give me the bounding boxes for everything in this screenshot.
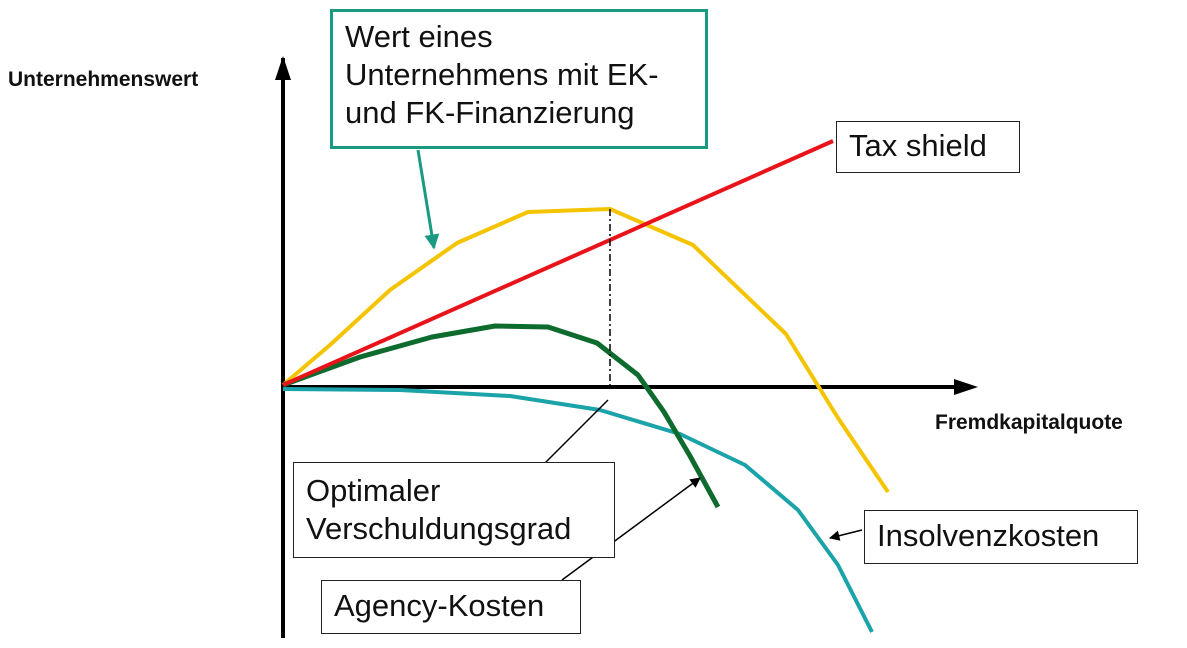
- firm-value-callout-line-3: und FK-Finanzierung: [345, 95, 635, 130]
- insolvency-costs-pointer: [828, 529, 863, 541]
- agency-costs-callout: Agency-Kosten: [321, 580, 581, 634]
- optimal-leverage-callout: Optimaler Verschuldungsgrad: [293, 462, 615, 558]
- firm-value-callout-line-2: Unternehmens mit EK-: [345, 57, 659, 92]
- tax-shield-line: [282, 139, 834, 387]
- agency-costs-pointer: [561, 477, 701, 581]
- firm-value-curve: [281, 207, 890, 494]
- firm-value-callout-pointer: [416, 149, 440, 250]
- y-axis-label: Unternehmenswert: [8, 68, 199, 91]
- y-axis-arrowhead: [275, 56, 291, 80]
- optimal-leverage-callout-line-2: Verschuldungsgrad: [306, 511, 572, 546]
- tax-shield-callout: Tax shield: [836, 121, 1020, 173]
- x-axis-label: Fremdkapitalquote: [935, 411, 1123, 434]
- insolvency-costs-callout: Insolvenzkosten: [864, 510, 1138, 564]
- firm-value-callout: Wert eines Unternehmens mit EK- und FK-F…: [330, 9, 708, 149]
- insolvency-costs-curve: [282, 387, 874, 633]
- firm-value-callout-line-1: Wert eines: [345, 19, 493, 54]
- x-axis-arrowhead: [954, 379, 978, 395]
- agency-costs-curve: [282, 323, 721, 509]
- optimal-leverage-callout-line-1: Optimaler: [306, 473, 441, 508]
- optimal-leverage-pointer: [544, 399, 609, 464]
- insolvency-costs-callout-text: Insolvenzkosten: [877, 518, 1100, 553]
- agency-costs-callout-text: Agency-Kosten: [334, 588, 545, 623]
- tax-shield-callout-text: Tax shield: [849, 128, 987, 163]
